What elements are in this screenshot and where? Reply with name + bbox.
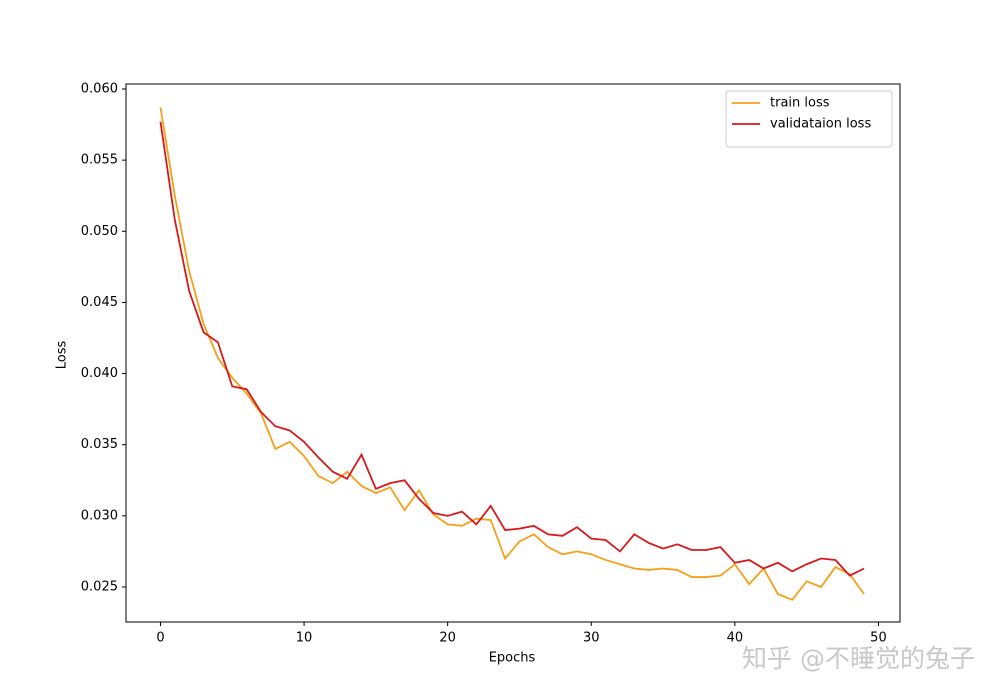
- y-tick-label: 0.030: [81, 508, 118, 523]
- x-tick-label: 30: [583, 631, 600, 646]
- watermark: 知乎 @不睡觉的兔子: [742, 644, 975, 673]
- y-tick-label: 0.050: [81, 224, 118, 239]
- y-tick-label: 0.040: [81, 366, 118, 381]
- x-tick-label: 10: [296, 631, 313, 646]
- legend-label: train loss: [770, 96, 830, 111]
- plot-area: [125, 83, 901, 623]
- x-tick-label: 40: [727, 631, 744, 646]
- y-tick-label: 0.025: [81, 579, 118, 594]
- y-tick-label: 0.055: [81, 153, 118, 168]
- y-tick-label: 0.035: [81, 437, 118, 452]
- x-axis-label: Epochs: [489, 651, 536, 666]
- y-tick-label: 0.060: [81, 81, 118, 96]
- x-tick-label: 20: [439, 631, 456, 646]
- y-axis-label: Loss: [55, 341, 70, 370]
- legend-box: [725, 90, 893, 148]
- x-tick-label: 50: [870, 631, 887, 646]
- x-tick-label: 0: [156, 631, 164, 646]
- series-line: [159, 107, 865, 601]
- y-tick-label: 0.045: [81, 295, 118, 310]
- series-line: [159, 121, 865, 577]
- legend-label: validataion loss: [770, 117, 871, 132]
